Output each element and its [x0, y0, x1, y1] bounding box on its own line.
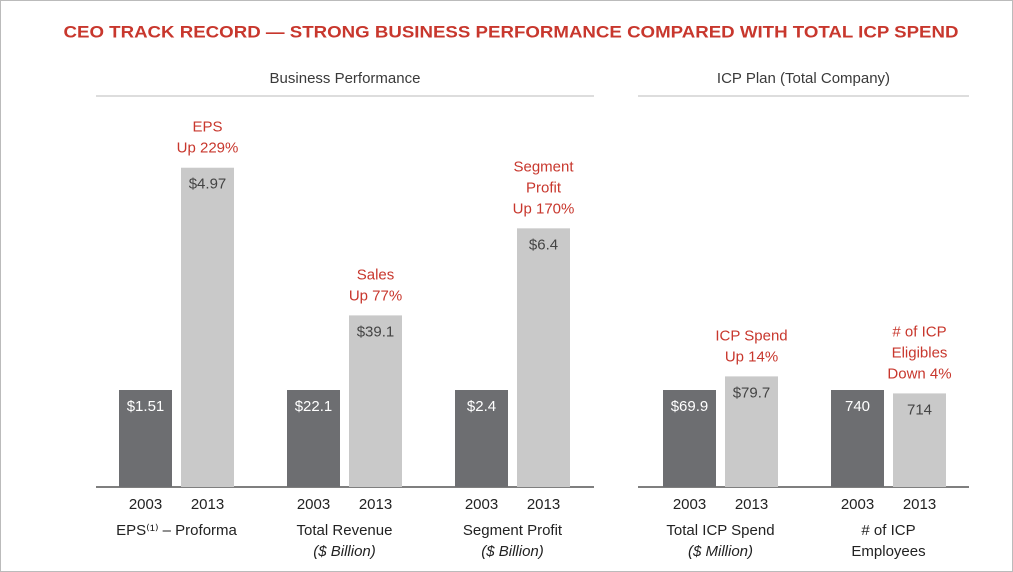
x-axis-label: ($ Million) [688, 543, 753, 560]
annotation: ICP Spend [715, 327, 787, 344]
value-label: 740 [845, 398, 870, 415]
value-label: 714 [907, 401, 932, 418]
x-axis-label: Total Revenue [297, 522, 393, 539]
bar [725, 376, 778, 487]
category-label: 2003 [841, 496, 874, 513]
bar [349, 315, 402, 487]
x-axis-label: ($ Billion) [313, 543, 376, 560]
annotation: Up 14% [725, 348, 778, 365]
category-label: 2003 [297, 496, 330, 513]
value-label: $22.1 [295, 398, 333, 415]
category-label: 2013 [359, 496, 392, 513]
category-label: 2013 [527, 496, 560, 513]
annotation: Profit [526, 179, 562, 196]
annotation: Up 229% [177, 140, 239, 157]
annotation: Up 77% [349, 287, 402, 304]
x-axis-label: Total ICP Spend [666, 522, 774, 539]
bar [455, 390, 508, 487]
x-axis-label: EPS⁽¹⁾ – Proforma [116, 522, 237, 539]
category-label: 2003 [465, 496, 498, 513]
x-axis-label: # of ICP [861, 522, 915, 539]
x-axis-label: ($ Billion) [481, 543, 544, 560]
bar [119, 390, 172, 487]
value-label: $69.9 [671, 398, 709, 415]
x-axis-label: Segment Profit [463, 522, 563, 539]
annotation: EPS [192, 119, 222, 136]
bar [517, 228, 570, 488]
bar [663, 390, 716, 487]
value-label: $2.4 [467, 398, 496, 415]
annotation: Sales [357, 266, 395, 283]
bar [181, 167, 234, 487]
annotation: # of ICP [892, 323, 946, 340]
panel-heading: ICP Plan (Total Company) [717, 70, 890, 87]
value-label: $6.4 [529, 236, 558, 253]
annotation: Down 4% [887, 365, 951, 382]
category-label: 2003 [673, 496, 706, 513]
category-label: 2013 [735, 496, 768, 513]
category-label: 2013 [191, 496, 224, 513]
value-label: $39.1 [357, 323, 395, 340]
chart-title: CEO TRACK RECORD — STRONG BUSINESS PERFO… [64, 22, 959, 41]
bar [287, 390, 340, 487]
bar [831, 390, 884, 487]
category-label: 2003 [129, 496, 162, 513]
panel-heading: Business Performance [270, 70, 421, 87]
bar [893, 393, 946, 487]
annotation: Up 170% [513, 200, 575, 217]
x-axis-label: Employees [851, 543, 925, 560]
category-label: 2013 [903, 496, 936, 513]
value-label: $79.7 [733, 384, 771, 401]
value-label: $1.51 [127, 398, 165, 415]
value-label: $4.97 [189, 176, 227, 193]
annotation: Eligibles [892, 344, 948, 361]
annotation: Segment [513, 158, 574, 175]
